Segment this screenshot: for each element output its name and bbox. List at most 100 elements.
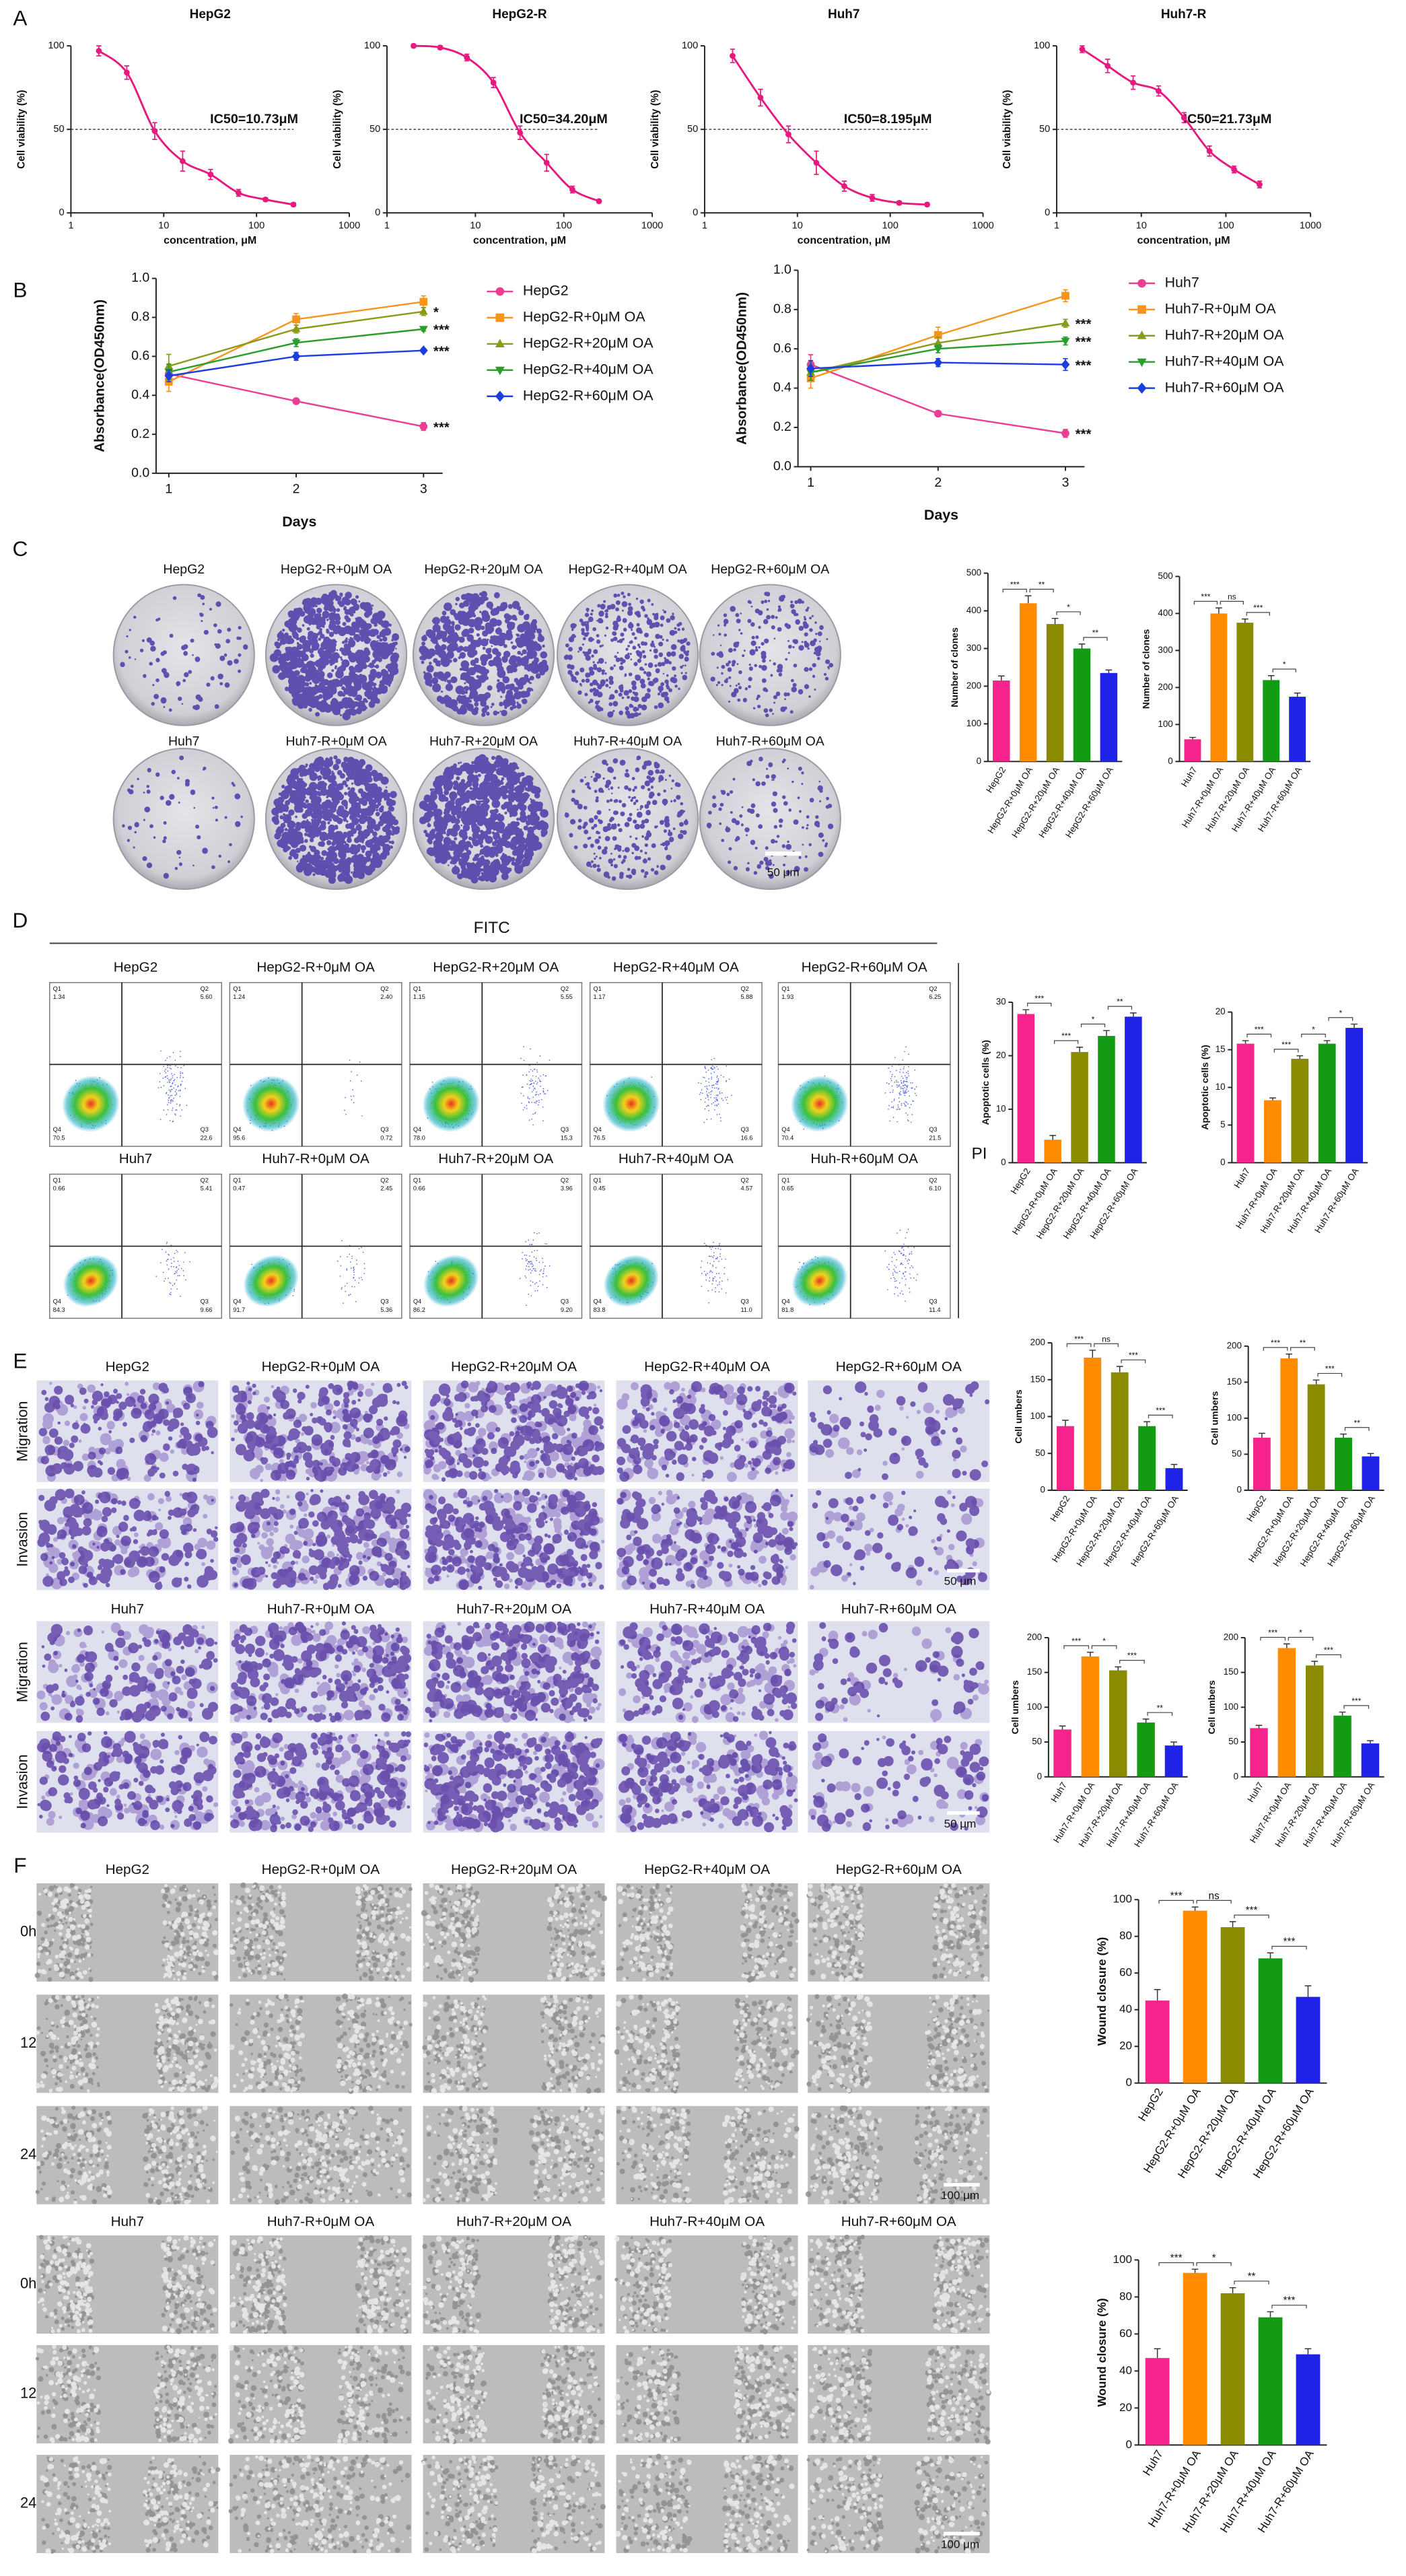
y-tick-label: 50 — [687, 124, 698, 135]
x-tick-label: 1 — [68, 221, 73, 232]
error-bar — [1130, 1012, 1137, 1017]
bar — [1318, 1043, 1336, 1163]
marker — [841, 183, 847, 189]
quadrant-name: Q1 — [593, 1177, 601, 1184]
marker — [934, 330, 942, 339]
error-bar — [1267, 2311, 1274, 2318]
colonies — [563, 591, 691, 719]
y-tick-label: 100 — [966, 718, 981, 728]
significance-bracket — [1288, 1636, 1314, 1641]
y-tick-label: 500 — [966, 567, 981, 578]
quadrant-name: Q4 — [593, 1298, 601, 1305]
significance-bracket — [1056, 611, 1081, 615]
error-bar — [1191, 1906, 1199, 1911]
y-tick-label: 0.8 — [773, 302, 792, 316]
cells — [423, 1381, 605, 1482]
cells — [618, 1621, 797, 1723]
marker — [292, 315, 300, 324]
x-tick-label: HepG2-R+20μM OA — [1034, 1167, 1086, 1241]
scale-bar — [947, 1568, 980, 1573]
bar — [1046, 624, 1064, 762]
y-tick-label: 100 — [1034, 40, 1050, 51]
significance-bracket — [1147, 1712, 1173, 1716]
image-label: HepG2-R+20μM OA — [433, 959, 559, 975]
significance-bracket — [1290, 1347, 1315, 1351]
image-label: Huh7-R+40μM OA — [649, 1601, 765, 1617]
marker — [757, 94, 764, 101]
error-bar — [1087, 1651, 1094, 1657]
panel-letter: C — [13, 536, 28, 561]
quadrant-value: 4.57 — [740, 1185, 752, 1192]
marker — [419, 306, 428, 315]
quadrant-value: 5.36 — [380, 1307, 392, 1313]
bar — [1109, 1670, 1127, 1777]
bar — [1305, 1665, 1324, 1777]
marker — [785, 131, 792, 138]
marker — [495, 287, 505, 296]
y-tick-label: 0 — [1168, 756, 1172, 766]
significance-bracket — [1344, 1427, 1370, 1431]
cells — [230, 1621, 412, 1723]
cells — [809, 1381, 990, 1481]
significance-bracket — [1066, 1343, 1092, 1348]
significance-bracket — [1317, 1372, 1343, 1377]
image-label: Huh7-R+20μM OA — [438, 1151, 553, 1167]
significance-bracket — [1343, 1705, 1370, 1709]
image-label: HepG2-R+40μM OA — [613, 959, 739, 975]
quadrant-value: 1.24 — [233, 994, 245, 1000]
significance-label: *** — [1034, 994, 1044, 1003]
marker — [495, 390, 505, 402]
marker — [180, 158, 186, 164]
cells — [617, 1381, 797, 1482]
y-tick-label: 30 — [996, 996, 1006, 1006]
image-label: Huh7 — [168, 734, 200, 749]
colonies — [271, 755, 400, 884]
y-axis-label: Wound closure (%) — [1095, 1937, 1109, 2046]
flow-density — [63, 1254, 119, 1307]
quadrant-value: 0.66 — [53, 1185, 65, 1192]
bar — [1125, 1016, 1142, 1163]
significance-label: *** — [1201, 592, 1210, 602]
image-label: Huh7 — [111, 1601, 144, 1617]
significance-bracket — [1328, 1017, 1354, 1021]
y-tick-label: 100 — [1030, 1411, 1045, 1421]
error-bar — [1062, 1420, 1069, 1426]
y-tick-label: 50 — [370, 124, 380, 135]
chart-title: Huh7 — [828, 7, 859, 22]
quadrant-name: Q4 — [413, 1298, 421, 1305]
cells — [807, 1883, 989, 1982]
x-tick-label: HepG2 — [1244, 1494, 1268, 1523]
cells — [808, 1735, 989, 1829]
significance-label: *** — [1284, 1936, 1296, 1947]
cells — [36, 1622, 218, 1720]
cells — [810, 1733, 989, 1832]
marker — [934, 409, 942, 418]
y-tick-label: 0.0 — [131, 465, 149, 480]
image-label: Huh7-R+20μM OA — [456, 1601, 571, 1617]
quadrant-value: 2.40 — [380, 994, 392, 1000]
x-tick-label: HepG2-R+40μM OA — [1036, 765, 1088, 839]
legend-label: HepG2-R+0μM OA — [523, 309, 645, 325]
quadrant-name: Q1 — [53, 1177, 61, 1184]
marker — [1061, 359, 1070, 370]
marker — [869, 195, 876, 201]
cells — [41, 2456, 221, 2554]
quadrant-value: 6.25 — [929, 994, 941, 1000]
image-label: HepG2-R+20μM OA — [451, 1862, 577, 1877]
significance-label: *** — [1351, 1696, 1361, 1706]
marker — [813, 160, 820, 166]
quadrant-value: 3.96 — [561, 1185, 573, 1192]
bar — [1019, 603, 1037, 762]
quadrant-value: 6.10 — [929, 1185, 941, 1192]
quadrant-value: 0.47 — [233, 1185, 245, 1192]
cells — [616, 2106, 800, 2204]
image-label: HepG2-R+0μM OA — [262, 1862, 380, 1877]
bar — [1307, 1384, 1325, 1490]
scale-bar — [944, 2532, 980, 2536]
flow-density — [603, 1254, 660, 1307]
x-tick-label: HepG2-R+60μM OA — [1063, 765, 1115, 839]
significance-label: *** — [433, 323, 450, 338]
image-label: Huh7-R+60μM OA — [716, 734, 824, 749]
y-tick-label: 50 — [1232, 1449, 1242, 1459]
